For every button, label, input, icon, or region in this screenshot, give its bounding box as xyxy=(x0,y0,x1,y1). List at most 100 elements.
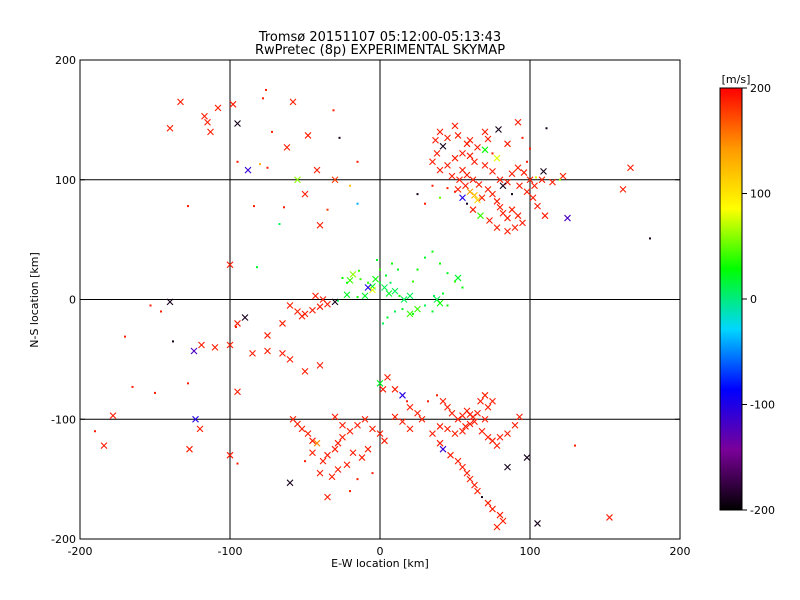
data-point xyxy=(309,437,316,445)
data-point xyxy=(187,382,189,385)
data-point xyxy=(516,413,523,421)
data-point xyxy=(286,302,294,309)
data-point xyxy=(481,496,483,499)
data-point xyxy=(391,262,393,265)
data-point xyxy=(514,118,522,126)
data-point xyxy=(187,205,189,208)
data-point xyxy=(471,158,478,166)
data-point xyxy=(504,178,511,186)
data-point xyxy=(451,154,459,162)
data-point xyxy=(364,445,372,453)
data-point xyxy=(459,463,466,471)
data-point xyxy=(356,478,359,481)
data-point xyxy=(211,344,219,351)
x-tick-label: 200 xyxy=(670,545,691,558)
data-point xyxy=(496,176,504,184)
data-point xyxy=(398,294,401,297)
data-point xyxy=(499,517,507,525)
data-point xyxy=(236,462,239,465)
colorbar-tick-label: 0 xyxy=(750,293,757,306)
data-point xyxy=(520,169,528,176)
data-point xyxy=(439,445,447,453)
data-point xyxy=(192,415,199,423)
data-point xyxy=(313,439,321,447)
data-point xyxy=(359,278,362,281)
data-point xyxy=(301,190,309,198)
data-point xyxy=(433,150,441,157)
data-point xyxy=(406,425,414,433)
data-point xyxy=(471,481,478,489)
data-point xyxy=(343,461,351,469)
data-point xyxy=(463,469,471,477)
data-point xyxy=(294,176,301,184)
data-point xyxy=(619,185,627,193)
data-point xyxy=(172,340,174,343)
data-point xyxy=(462,423,469,430)
data-point xyxy=(406,403,414,411)
data-point xyxy=(379,281,381,284)
data-point xyxy=(332,109,335,112)
data-point xyxy=(301,367,309,375)
data-point xyxy=(442,292,444,295)
data-point xyxy=(289,415,297,423)
data-point xyxy=(369,425,376,433)
data-point xyxy=(286,355,294,363)
data-point xyxy=(481,161,489,169)
data-point xyxy=(486,217,493,224)
grid-lines xyxy=(80,60,680,539)
data-point xyxy=(279,349,286,357)
data-point xyxy=(459,427,466,435)
data-point xyxy=(253,205,255,208)
data-point xyxy=(264,347,271,355)
data-point xyxy=(439,196,441,199)
data-point xyxy=(649,237,651,240)
data-point xyxy=(235,326,237,329)
data-point xyxy=(493,442,501,449)
data-point xyxy=(429,430,436,438)
data-point xyxy=(349,449,357,457)
data-point xyxy=(372,275,379,283)
data-point xyxy=(166,124,174,132)
data-point xyxy=(469,176,477,184)
data-point xyxy=(356,202,359,205)
data-point xyxy=(309,306,316,314)
data-point xyxy=(491,152,494,155)
data-point xyxy=(484,499,492,507)
y-tick-label: 200 xyxy=(55,54,76,67)
data-point xyxy=(376,258,378,261)
colorbar-ticks: 200 100 0 -100 -200 xyxy=(742,82,775,517)
data-point xyxy=(477,397,484,405)
data-point xyxy=(444,161,451,169)
chart-title: Tromsø 20151107 05:12:00-05:13:43 xyxy=(258,30,501,45)
data-point xyxy=(436,299,444,307)
data-point xyxy=(454,132,462,139)
data-point xyxy=(341,276,344,279)
data-point xyxy=(526,160,528,163)
data-point xyxy=(279,320,286,327)
data-point xyxy=(521,136,524,139)
data-point xyxy=(447,451,454,459)
data-point xyxy=(439,397,447,405)
data-point xyxy=(534,520,541,527)
data-point xyxy=(289,98,297,106)
data-point xyxy=(204,118,211,126)
data-point xyxy=(198,341,205,349)
data-point xyxy=(559,172,567,180)
data-point xyxy=(339,421,346,429)
data-point xyxy=(523,454,531,461)
data-point xyxy=(262,97,264,100)
data-point xyxy=(304,430,312,438)
data-point xyxy=(484,433,492,441)
data-point xyxy=(358,269,360,272)
data-point xyxy=(477,212,484,220)
data-point xyxy=(418,415,426,423)
data-point xyxy=(316,469,324,477)
data-point xyxy=(376,430,384,438)
data-point xyxy=(504,227,511,235)
data-point xyxy=(514,164,522,172)
data-point xyxy=(331,176,339,184)
data-point xyxy=(529,194,537,202)
data-point xyxy=(471,418,478,426)
data-point xyxy=(489,397,496,405)
data-point xyxy=(391,385,399,393)
